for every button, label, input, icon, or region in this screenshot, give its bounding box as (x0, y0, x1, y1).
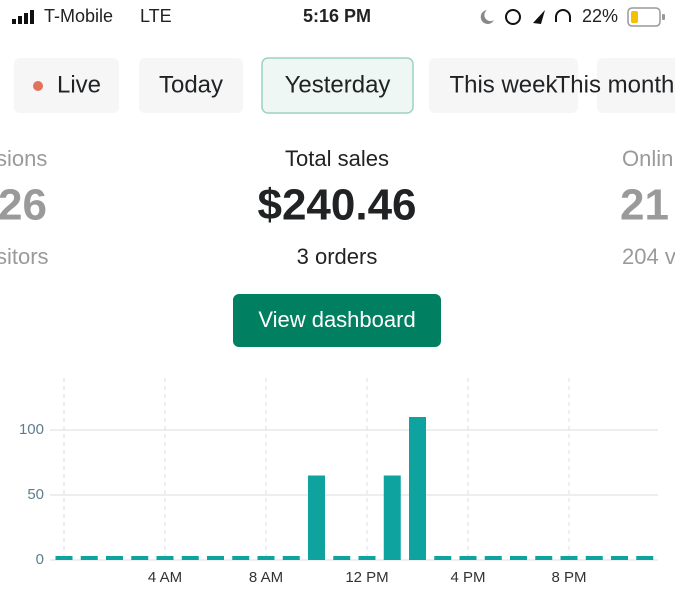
bar (80, 556, 98, 560)
x-tick-label: 4 AM (148, 569, 182, 586)
stat-value: $240.46 (257, 181, 416, 230)
stat-sub: sitors (0, 244, 49, 269)
bar (207, 556, 224, 560)
bar (257, 556, 275, 560)
stat-label: Onlin (622, 146, 673, 171)
bar (535, 556, 553, 560)
bar (560, 556, 578, 560)
tab-label[interactable]: Today (159, 71, 223, 98)
bar (459, 556, 477, 560)
y-tick-label: 50 (27, 486, 44, 503)
bar (484, 556, 502, 560)
y-tick-label: 100 (19, 421, 44, 438)
button-bg[interactable] (233, 294, 441, 347)
tab-label[interactable]: This month (556, 71, 675, 98)
bar (636, 556, 654, 560)
tab[interactable] (261, 57, 414, 114)
x-tick-label: 8 AM (249, 569, 283, 586)
battery-icon (627, 7, 665, 27)
bar (510, 556, 527, 560)
bar (181, 556, 199, 560)
stat-label: Total sales (285, 146, 389, 171)
x-tick-label: 12 PM (345, 569, 388, 586)
live-dot[interactable] (33, 81, 43, 91)
tab[interactable] (14, 58, 119, 113)
tab-label[interactable]: Yesterday (285, 71, 391, 98)
stat-value: 26 (0, 181, 47, 230)
bar (55, 556, 73, 560)
bar (383, 475, 401, 560)
bar (611, 556, 628, 560)
view-dashboard-button[interactable]: View dashboard (233, 294, 441, 347)
network: LTE (140, 6, 172, 26)
bar (409, 417, 426, 560)
tab[interactable] (429, 58, 578, 113)
bar (358, 556, 376, 560)
y-tick-label: 0 (36, 551, 44, 568)
tab-label[interactable]: This week (449, 71, 558, 98)
x-tick-label: 4 PM (450, 569, 485, 586)
tab[interactable] (597, 58, 675, 113)
stat-sub: 204 v (622, 244, 675, 269)
bar (333, 556, 351, 560)
bar (156, 556, 174, 560)
tab-label[interactable]: Live (57, 71, 101, 98)
button-label[interactable]: View dashboard (258, 307, 415, 332)
stat-sub: 3 orders (297, 244, 378, 269)
bar (106, 556, 123, 560)
battery-level: 22% (582, 6, 618, 26)
bar (131, 556, 149, 560)
tab[interactable] (139, 58, 243, 113)
time: 5:16 PM (303, 6, 371, 26)
bar (585, 556, 603, 560)
bar (282, 556, 300, 560)
chart: 4 AM 8 AM 12 PM 4 PM 8 PM 0 50 100 (19, 378, 658, 586)
stat-label: sions (0, 146, 47, 171)
bar (308, 475, 325, 560)
status-icons (480, 9, 571, 25)
carrier: T-Mobile (44, 6, 113, 26)
bar (232, 556, 250, 560)
signal-icon (12, 10, 34, 24)
x-tick-label: 8 PM (551, 569, 586, 586)
stat-value: 21 (620, 181, 669, 230)
bar (434, 556, 452, 560)
